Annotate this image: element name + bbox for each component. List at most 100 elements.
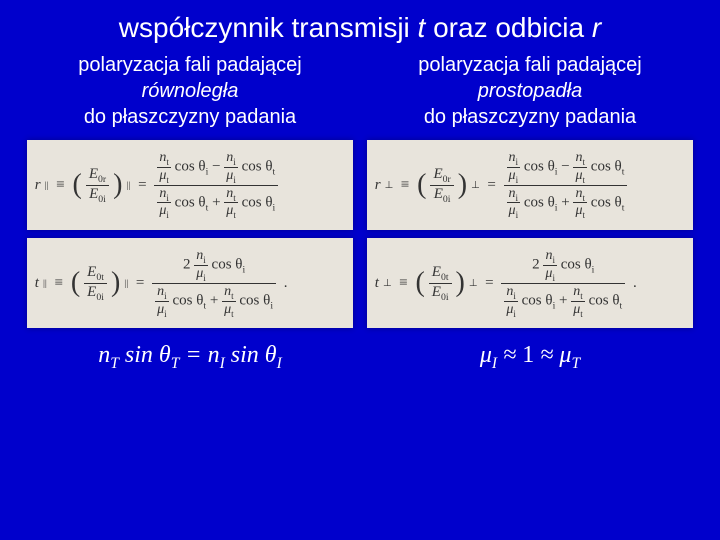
rn3s: i [516, 192, 519, 202]
ci2: cos θ [242, 194, 273, 210]
right-eq-t: t⊥ ≡ ( E0t E0i )⊥ = 2 niμi cos θi ni [367, 238, 693, 328]
bI2: I [277, 355, 282, 372]
rm3: μ [509, 203, 516, 218]
ci3: cos θ [212, 257, 243, 273]
re0i: E [434, 186, 443, 202]
beq: = [179, 342, 207, 368]
m5s: i [203, 273, 206, 283]
rm1: μ [509, 168, 516, 183]
title-r: r [592, 12, 601, 43]
m3s: i [166, 210, 169, 220]
rm3s: i [516, 210, 519, 220]
re0r: E [433, 166, 442, 182]
rci4s: i [553, 301, 556, 312]
rn3: n [509, 186, 516, 201]
e0r-s: 0r [98, 174, 106, 185]
bn2: n [208, 342, 220, 368]
ct1s: t [273, 167, 276, 178]
e0i: E [89, 186, 98, 202]
rmu2: μ [559, 342, 571, 368]
t-sub2: || [124, 278, 128, 289]
right-h3: do płaszczyzny padania [424, 106, 636, 128]
bth2: θ [265, 342, 277, 368]
ci2s: i [273, 202, 276, 213]
ci3s: i [242, 265, 245, 276]
title-prefix: współczynnik transmisji [119, 12, 418, 43]
re0is: 0i [443, 194, 451, 205]
r-sub2: || [126, 180, 130, 191]
rrs: ⊥ [385, 180, 394, 191]
re0ts: 0t [441, 272, 449, 283]
right-eq-r: r⊥ ≡ ( E0r E0i )⊥ = niμi cos θi − ntμt c… [367, 140, 693, 230]
rrs2: ⊥ [471, 180, 480, 191]
n1s: t [166, 157, 169, 167]
rts2: ⊥ [469, 278, 478, 289]
two1: 2 [183, 257, 191, 273]
e0r: E [89, 166, 98, 182]
rts: ⊥ [383, 278, 392, 289]
ci1s: i [206, 167, 209, 178]
m6s: i [164, 308, 167, 318]
rn6s: i [513, 291, 516, 301]
rm2: μ [575, 168, 582, 183]
rn4s: t [582, 192, 585, 202]
right-h2: prostopadła [478, 80, 583, 102]
ct2: cos θ [175, 194, 206, 210]
ct1: cos θ [242, 159, 273, 175]
rct3: cos θ [589, 293, 620, 309]
rr: r [375, 177, 381, 193]
m7s: t [231, 308, 234, 318]
e0ts: 0t [96, 272, 104, 283]
rm4s: t [583, 210, 586, 220]
left-h2: równoległa [142, 80, 239, 102]
bT1: T [110, 355, 119, 372]
n7s: t [231, 291, 234, 301]
slide-title: współczynnik transmisji t oraz odbicia r [0, 0, 720, 52]
rci3: cos θ [561, 257, 592, 273]
n4s: t [233, 192, 236, 202]
rap1: ≈ [497, 342, 522, 368]
n6s: i [164, 291, 167, 301]
m2s: i [233, 175, 236, 185]
m1s: t [166, 175, 169, 185]
rm7s: t [580, 308, 583, 318]
rct1s: t [622, 167, 625, 178]
rm5s: i [552, 273, 555, 283]
bsin2: sin [225, 342, 265, 368]
right-header: polaryzacja fali padającej prostopadła d… [367, 52, 693, 130]
right-h1: polaryzacja fali padającej [418, 54, 641, 76]
r-sym: r [35, 177, 41, 193]
e0i2: E [87, 284, 96, 300]
rct3s: t [620, 301, 623, 312]
rct2: cos θ [591, 194, 622, 210]
rt: t [375, 275, 379, 291]
rmu1: μ [480, 342, 492, 368]
left-h3: do płaszczyzny padania [84, 106, 296, 128]
rm4: μ [575, 203, 582, 218]
rap2: ≈ [534, 342, 559, 368]
rn5s: i [552, 255, 555, 265]
r-sub: || [45, 180, 49, 191]
ct3s: t [203, 301, 206, 312]
rci2: cos θ [524, 194, 555, 210]
bn1: n [98, 342, 110, 368]
re0i2s: 0i [441, 292, 449, 303]
rbT: T [571, 355, 580, 372]
left-column: polaryzacja fali padającej równoległa do… [27, 52, 353, 373]
rci3s: i [592, 265, 595, 276]
rn1: n [509, 150, 516, 165]
right-column: polaryzacja fali padającej prostopadła d… [367, 52, 693, 373]
rci1: cos θ [524, 159, 555, 175]
bsin1: sin [119, 342, 159, 368]
t-sym: t [35, 275, 39, 291]
columns: polaryzacja fali padającej równoległa do… [0, 52, 720, 373]
rn2s: t [582, 157, 585, 167]
left-h1: polaryzacja fali padającej [78, 54, 301, 76]
t-sub: || [43, 278, 47, 289]
right-bottom-eq: μI ≈ 1 ≈ μT [367, 342, 693, 373]
rm6s: i [513, 308, 516, 318]
left-eq-t: t|| ≡ ( E0t E0i )|| = 2 niμi cos θi [27, 238, 353, 328]
rct2s: t [622, 202, 625, 213]
left-eq-r: r|| ≡ ( E0r E0i )|| = ntμt cos θi − niμi… [27, 140, 353, 230]
re0t: E [432, 264, 441, 280]
